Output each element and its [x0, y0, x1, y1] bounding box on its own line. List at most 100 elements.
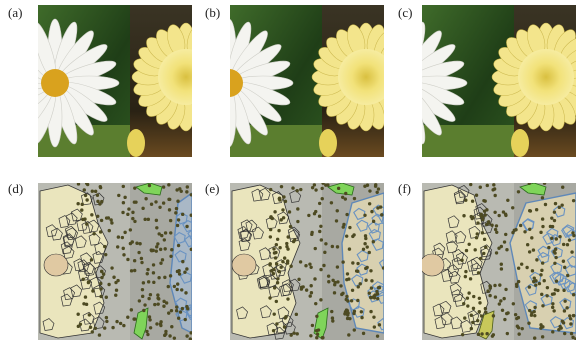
seed-dot [133, 186, 136, 189]
seed-dot [543, 279, 546, 282]
seed-dot [364, 237, 367, 240]
seed-dot [129, 228, 132, 231]
seed-dot [551, 302, 554, 305]
seed-dot [143, 303, 146, 306]
seed-dot [96, 200, 99, 203]
seed-dot [107, 283, 110, 286]
seed-dot [572, 293, 575, 296]
seed-dot [331, 245, 334, 248]
seed-dot [299, 188, 302, 191]
seed-dot [147, 218, 150, 221]
seed-dot [373, 325, 376, 328]
seed-dot [571, 336, 574, 339]
segmentation [38, 182, 199, 341]
seed-dot [268, 263, 271, 266]
seed-dot [164, 231, 167, 234]
seed-dot [311, 324, 314, 327]
seed-dot [100, 219, 103, 222]
seed-dot [81, 218, 84, 221]
seed-dot [131, 217, 134, 220]
seed-dot [503, 318, 506, 321]
seed-dot [162, 304, 165, 307]
seed-dot [351, 261, 354, 264]
seed-dot [460, 258, 463, 261]
seed-dot [318, 202, 321, 205]
seed-dot [480, 314, 483, 317]
seed-dot [484, 311, 487, 314]
seed-dot [528, 228, 531, 231]
seed-dot [315, 315, 318, 318]
seed-dot [163, 238, 166, 241]
seed-dot [186, 185, 189, 188]
seed-dot [122, 253, 125, 256]
seed-dot [111, 326, 114, 329]
seed-dot [464, 199, 467, 202]
seed-dot [155, 322, 158, 325]
seed-dot [346, 272, 349, 275]
seed-dot [486, 289, 489, 292]
seed-dot [283, 256, 286, 259]
seed-dot [362, 248, 365, 251]
seed-dot [190, 214, 193, 217]
seed-dot [132, 317, 135, 320]
seed-dot [110, 266, 113, 269]
dahlia-petal [381, 81, 417, 111]
seed-dot [497, 247, 500, 250]
seed-dot [286, 297, 289, 300]
seed-dot [278, 270, 281, 273]
seed-dot [190, 193, 193, 196]
seed-dot [340, 293, 343, 296]
seed-dot [479, 257, 482, 260]
seed-dot [493, 284, 496, 287]
dahlia-petal [196, 87, 230, 121]
seed-dot [568, 238, 571, 241]
seed-dot [380, 213, 383, 216]
seed-dot [372, 220, 375, 223]
seed-dot [541, 225, 544, 228]
seed-dot [122, 201, 125, 204]
seed-dot [122, 324, 125, 327]
seed-dot [374, 185, 377, 188]
seed-dot [565, 306, 568, 309]
seed-dot [347, 333, 350, 336]
seed-dot [488, 294, 491, 297]
seed-dot [335, 219, 338, 222]
seed-dot [498, 283, 501, 286]
seed-dot [479, 185, 482, 188]
seed-dot [555, 279, 558, 282]
seed-dot [284, 315, 287, 318]
seed-dot [86, 183, 89, 186]
seed-dot [269, 188, 272, 191]
seed-dot [309, 284, 312, 287]
seed-dot [462, 214, 465, 217]
seed-dot [152, 271, 155, 274]
seed-dot [353, 197, 356, 200]
daisy-petal [203, 85, 235, 146]
seed-dot [520, 262, 523, 265]
seed-dot [181, 213, 184, 216]
seed-dot [103, 326, 106, 329]
daisy-petal [396, 19, 410, 79]
seed-dot [369, 310, 372, 313]
seed-dot [309, 266, 312, 269]
seed-dot [85, 198, 88, 201]
seed-dot [185, 225, 188, 228]
seed-dot [323, 251, 326, 254]
seed-dot [353, 328, 356, 331]
seed-dot [376, 292, 379, 295]
seed-dot [530, 314, 533, 317]
seed-dot [150, 248, 153, 251]
seed-dot [170, 248, 173, 251]
seed-dot [309, 294, 312, 297]
seed-dot [90, 258, 93, 261]
seed-dot [159, 248, 162, 251]
seed-dot [339, 284, 342, 287]
seed-dot [90, 213, 93, 216]
segmentation [230, 181, 390, 340]
seed-dot [127, 207, 130, 210]
seed-dot [469, 277, 472, 280]
seed-dot [533, 314, 536, 317]
seed-dot [560, 203, 563, 206]
seed-dot [336, 245, 339, 248]
seed-dot [572, 314, 575, 317]
